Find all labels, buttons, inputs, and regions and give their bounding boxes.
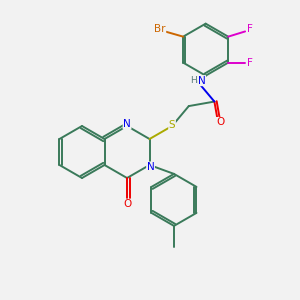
Text: N: N (123, 119, 131, 129)
Text: S: S (169, 120, 175, 130)
Text: F: F (247, 58, 253, 68)
Text: F: F (247, 25, 253, 34)
Text: N: N (198, 76, 206, 86)
Text: O: O (216, 118, 225, 128)
Text: Br: Br (154, 25, 166, 34)
Text: N: N (147, 162, 154, 172)
Text: O: O (123, 199, 131, 209)
Text: H: H (190, 76, 197, 85)
